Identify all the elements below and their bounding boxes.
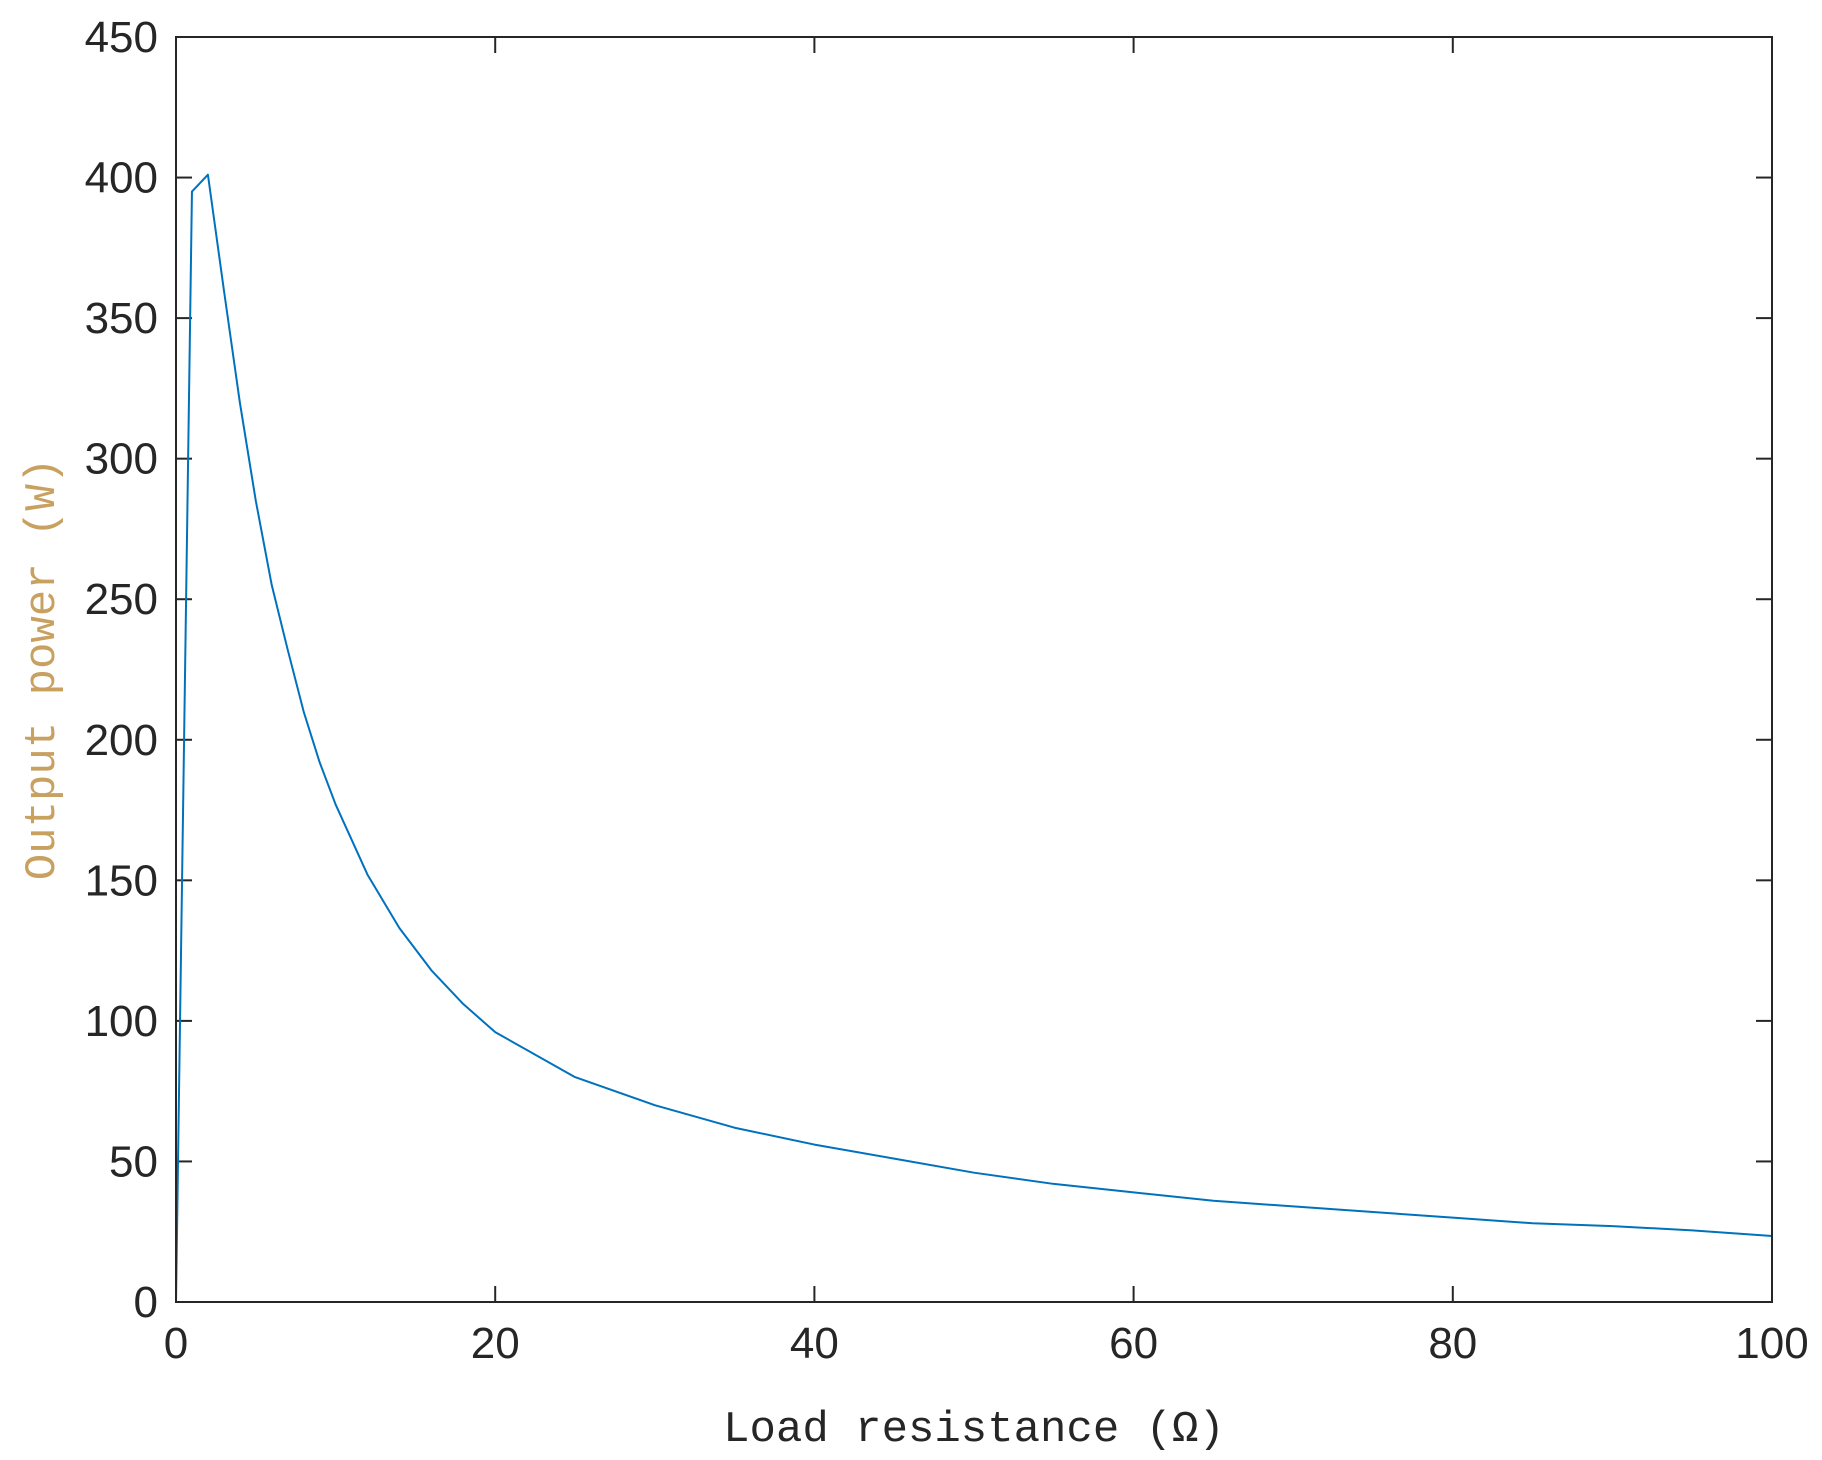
y-axis-label: Output power (W) — [18, 458, 68, 880]
y-tick-label: 200 — [85, 716, 158, 765]
x-axis-label: Load resistance (Ω) — [723, 1405, 1225, 1455]
plot-area — [176, 37, 1772, 1302]
y-tick-label: 300 — [85, 435, 158, 484]
series-layer — [175, 173, 1773, 1303]
y-tick-label: 250 — [85, 575, 158, 624]
y-tick-label: 100 — [85, 997, 158, 1046]
x-tick-label: 80 — [1428, 1319, 1477, 1368]
x-tick-label: 20 — [471, 1319, 520, 1368]
y-tick-label: 450 — [85, 13, 158, 62]
y-tick-label: 150 — [85, 856, 158, 905]
y-tick-label: 350 — [85, 294, 158, 343]
y-tick-label: 50 — [109, 1137, 158, 1186]
x-tick-label: 40 — [790, 1319, 839, 1368]
axes-box — [175, 36, 1773, 1303]
y-axis-ticks: 0 50 100 150 200 250 300 350 400 450 — [85, 13, 1772, 1327]
x-tick-label: 60 — [1109, 1319, 1158, 1368]
x-axis-ticks: 0 20 40 60 80 100 — [164, 37, 1809, 1368]
x-tick-label: 0 — [164, 1319, 188, 1368]
x-tick-label: 100 — [1735, 1319, 1808, 1368]
y-tick-label: 0 — [134, 1278, 158, 1327]
y-tick-label: 400 — [85, 154, 158, 203]
series-line-0 — [175, 173, 1773, 1303]
